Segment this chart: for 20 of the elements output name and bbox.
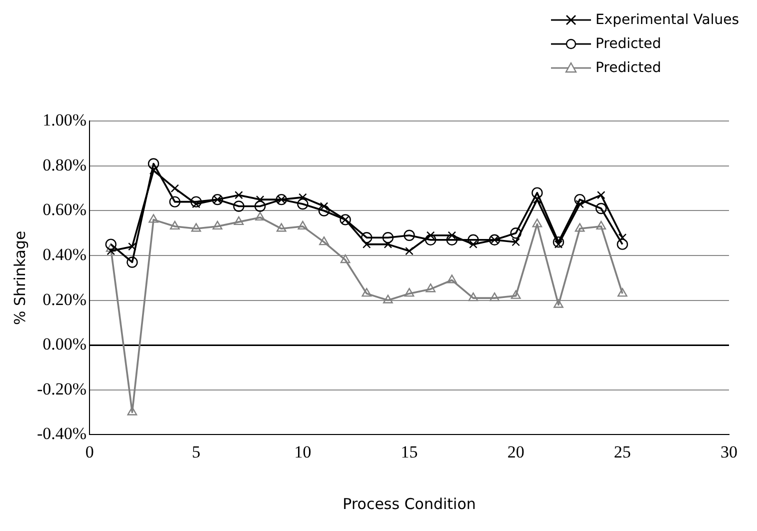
legend-label: Experimental Values — [595, 11, 739, 30]
y-tick-label: 0.60% — [42, 200, 87, 220]
x-tick-label: 15 — [400, 442, 418, 462]
y-tick-label: -0.40% — [36, 424, 87, 444]
x-tick-label: 0 — [85, 442, 94, 462]
x-tick-label: 25 — [614, 442, 631, 462]
legend-label: Predicted — [595, 59, 662, 78]
y-tick-label: 0.40% — [42, 244, 87, 264]
x-axis-title: Process Condition — [342, 494, 476, 513]
legend-label: Predicted — [595, 35, 662, 54]
y-tick-label: 0.20% — [42, 290, 87, 309]
y-tick-label: -0.20% — [36, 379, 87, 398]
y-tick-label: 0.00% — [42, 334, 87, 354]
x-tick-label: 10 — [294, 442, 312, 462]
x-tick-label: 30 — [720, 442, 738, 462]
y-tick-label: 1.00% — [42, 110, 87, 130]
y-tick-label: 0.80% — [42, 155, 87, 174]
x-tick-label: 5 — [192, 442, 200, 462]
x-tick-label: 20 — [507, 442, 524, 462]
y-axis-title: % Shrinkage — [10, 230, 29, 326]
